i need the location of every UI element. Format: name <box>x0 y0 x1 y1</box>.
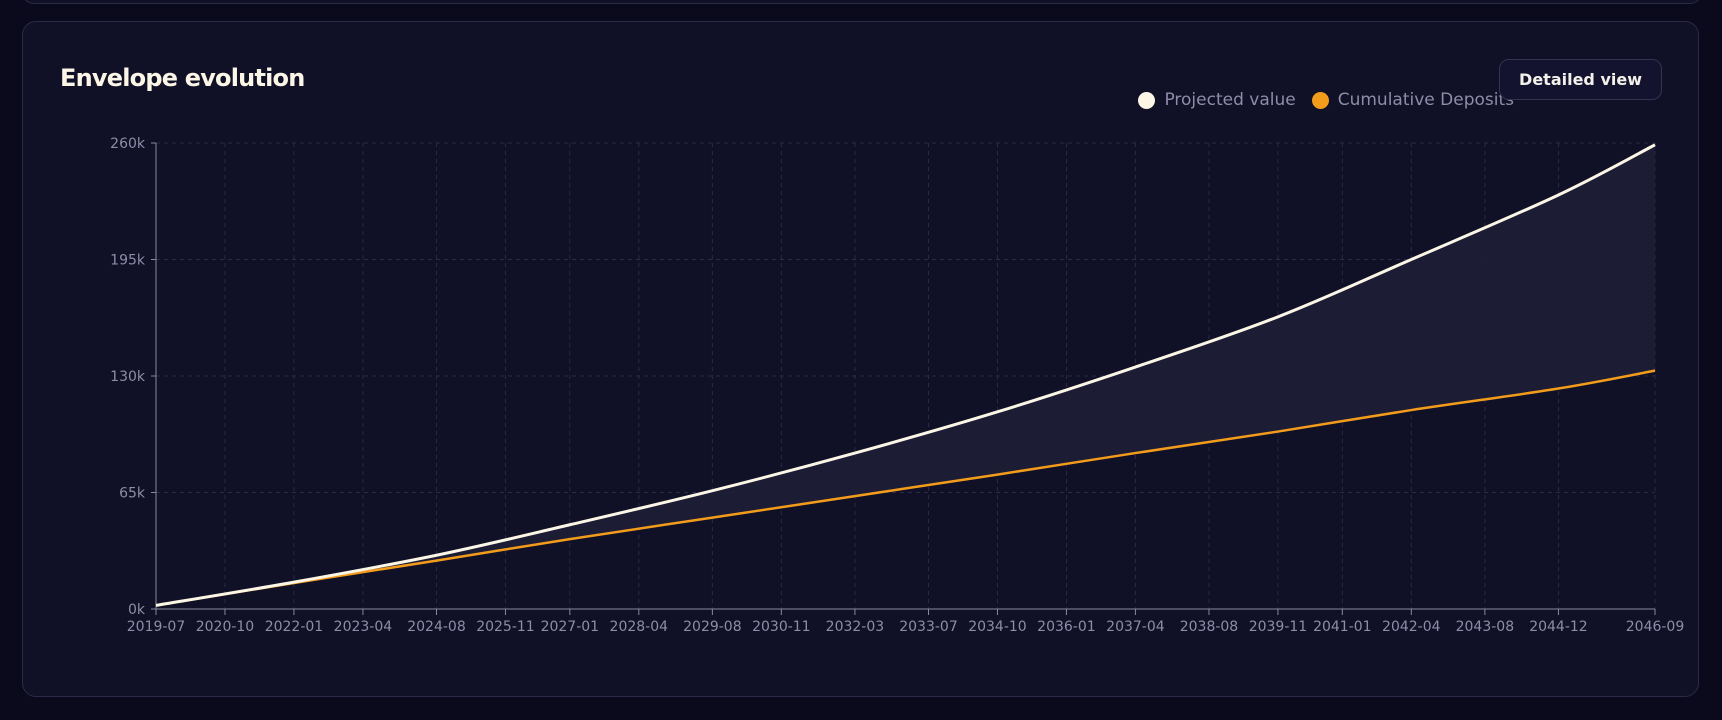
legend-label-projected-value: Projected value <box>1164 90 1296 110</box>
data-points <box>155 144 1656 606</box>
series-line-projected-value <box>155 143 1656 607</box>
x-tick-labels: 2019-07 2020-10 2022-01 2023-04 2024-08 2025-… <box>127 609 1685 635</box>
legend-label-cumulative-deposits: Cumulative Deposits <box>1337 90 1514 110</box>
legend-item-projected-value[interactable]: Projected value <box>1138 90 1296 110</box>
gap-area-fill <box>156 144 1655 606</box>
x-tick-label: 2038-08 <box>1180 619 1239 635</box>
x-tick-label: 2032-03 <box>826 619 885 635</box>
x-tick-label: 2039-11 <box>1249 619 1308 635</box>
x-tick-label: 2019-07 <box>127 619 186 635</box>
legend-item-cumulative-deposits[interactable]: Cumulative Deposits <box>1311 90 1514 110</box>
x-tick-label: 2028-04 <box>610 619 669 635</box>
x-tick-label: 2042-04 <box>1382 619 1441 635</box>
x-tick-label: 2030-11 <box>752 619 811 635</box>
x-tick-label: 2022-01 <box>265 619 324 635</box>
x-tick-label: 2027-01 <box>541 619 600 635</box>
y-tick-labels: 0k 65k 130k 195k 260k <box>110 136 156 618</box>
projected-value-dot-icon <box>1138 91 1156 109</box>
x-tick-label: 2029-08 <box>683 619 742 635</box>
y-tick-label: 0k <box>128 602 146 618</box>
y-tick-label: 65k <box>119 486 146 502</box>
x-tick-label: 2044-12 <box>1529 619 1588 635</box>
x-tick-label: 2024-08 <box>407 619 466 635</box>
y-tick-label: 195k <box>110 253 146 269</box>
x-tick-label: 2036-01 <box>1037 619 1096 635</box>
detailed-view-button[interactable]: Detailed view <box>1499 59 1662 100</box>
y-tick-label: 130k <box>110 369 146 385</box>
y-tick-label: 260k <box>110 136 146 152</box>
x-tick-label: 2023-04 <box>334 619 393 635</box>
chart-title: Envelope evolution <box>60 64 305 92</box>
x-tick-label: 2041-01 <box>1313 619 1372 635</box>
chart-legend: Projected value Cumulative Deposits <box>1138 90 1514 110</box>
series-line-cumulative-deposits <box>155 369 1656 607</box>
cumulative-deposits-dot-icon <box>1311 91 1329 109</box>
x-tick-label: 2034-10 <box>968 619 1027 635</box>
x-tick-label: 2025-11 <box>476 619 535 635</box>
x-tick-label: 2033-07 <box>899 619 958 635</box>
x-tick-label: 2043-08 <box>1456 619 1515 635</box>
x-tick-label: 2046-09 <box>1626 619 1685 635</box>
x-tick-label: 2020-10 <box>196 619 255 635</box>
x-tick-label: 2037-04 <box>1106 619 1165 635</box>
